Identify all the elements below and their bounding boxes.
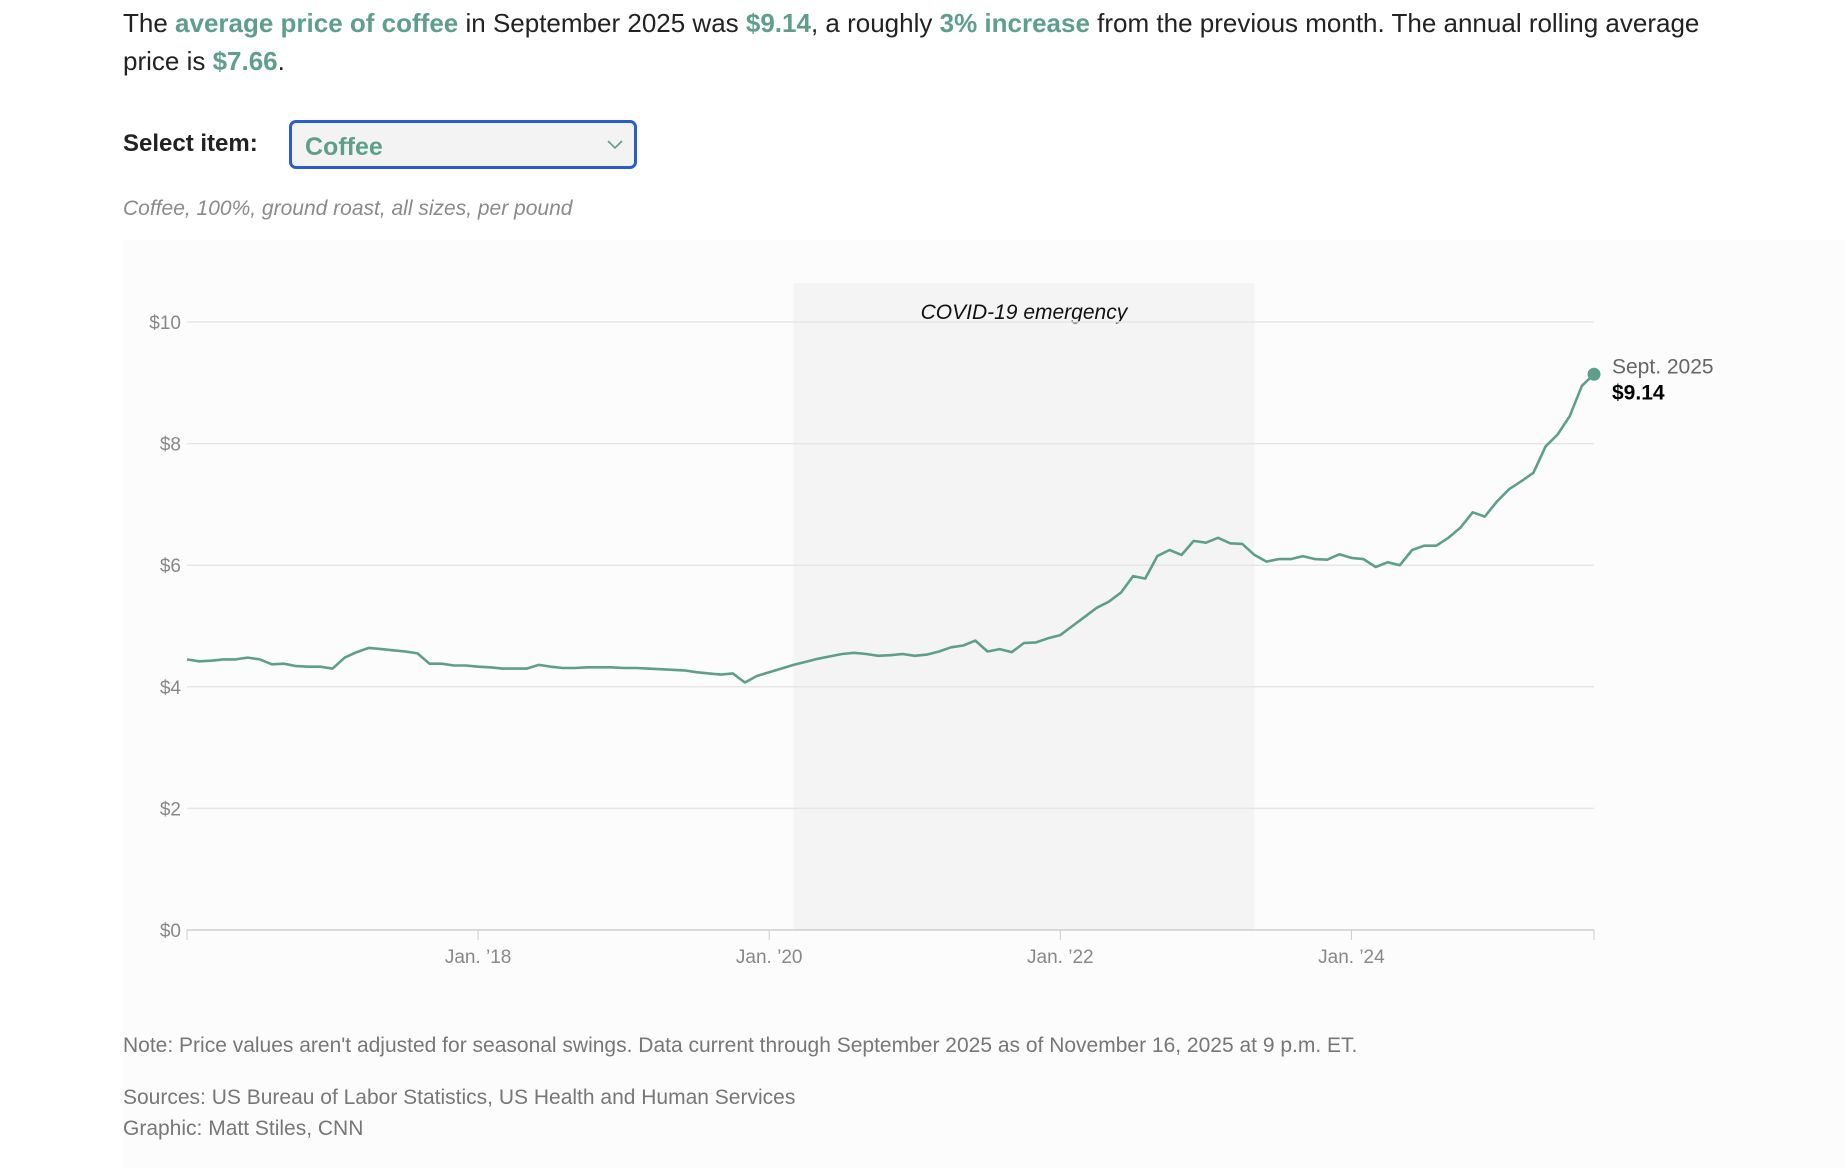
y-tick-label: $6: [160, 556, 181, 577]
x-tick-label: Jan. ’20: [736, 947, 803, 968]
latest-value-label: $9.14: [1612, 381, 1665, 404]
y-tick-label: $4: [160, 678, 182, 699]
latest-date-label: Sept. 2025: [1612, 355, 1714, 378]
chevron-down-icon: [607, 140, 623, 150]
summary-part: in September 2025 was: [458, 8, 746, 38]
item-select[interactable]: Coffee: [289, 120, 637, 169]
chart-subtitle: Coffee, 100%, ground roast, all sizes, p…: [123, 197, 573, 220]
price-line: [186, 373, 1595, 684]
y-tick-label: $10: [149, 313, 181, 334]
chart-sources: Sources: US Bureau of Labor Statistics, …: [123, 1086, 796, 1109]
highlight-change: 3% increase: [939, 8, 1090, 38]
chart-credit: Graphic: Matt Stiles, CNN: [123, 1117, 364, 1140]
latest-point: [1587, 367, 1601, 381]
x-tick-label: Jan. ’18: [445, 947, 512, 968]
highlight-item: average price of coffee: [175, 8, 459, 38]
y-tick-label: $8: [160, 435, 181, 456]
x-tick-label: Jan. ’24: [1318, 947, 1385, 968]
y-tick-label: $2: [160, 799, 181, 820]
line-chart: COVID-19 emergency $0 $2 $4 $6 $8 $10 Jan. ’18 J…: [149, 283, 1714, 968]
covid-label: COVID-19 emergency: [921, 301, 1129, 324]
chart-note: Note: Price values aren't adjusted for s…: [123, 1034, 1358, 1057]
covid-shade: [793, 283, 1255, 930]
summary-part: from the previous month. The annual roll…: [123, 8, 1700, 76]
summary-part: The: [123, 8, 176, 38]
summary-text: The average price of coffee in September…: [123, 4, 1743, 80]
summary-part: .: [277, 46, 285, 76]
highlight-price: $9.14: [745, 8, 811, 38]
item-select-value: Coffee: [305, 133, 383, 161]
select-item-label: Select item:: [123, 130, 258, 157]
y-tick-label: $0: [160, 921, 181, 942]
highlight-average: $7.66: [212, 46, 278, 76]
summary-part: , a roughly: [810, 8, 940, 38]
x-tick-label: Jan. ’22: [1027, 947, 1094, 968]
